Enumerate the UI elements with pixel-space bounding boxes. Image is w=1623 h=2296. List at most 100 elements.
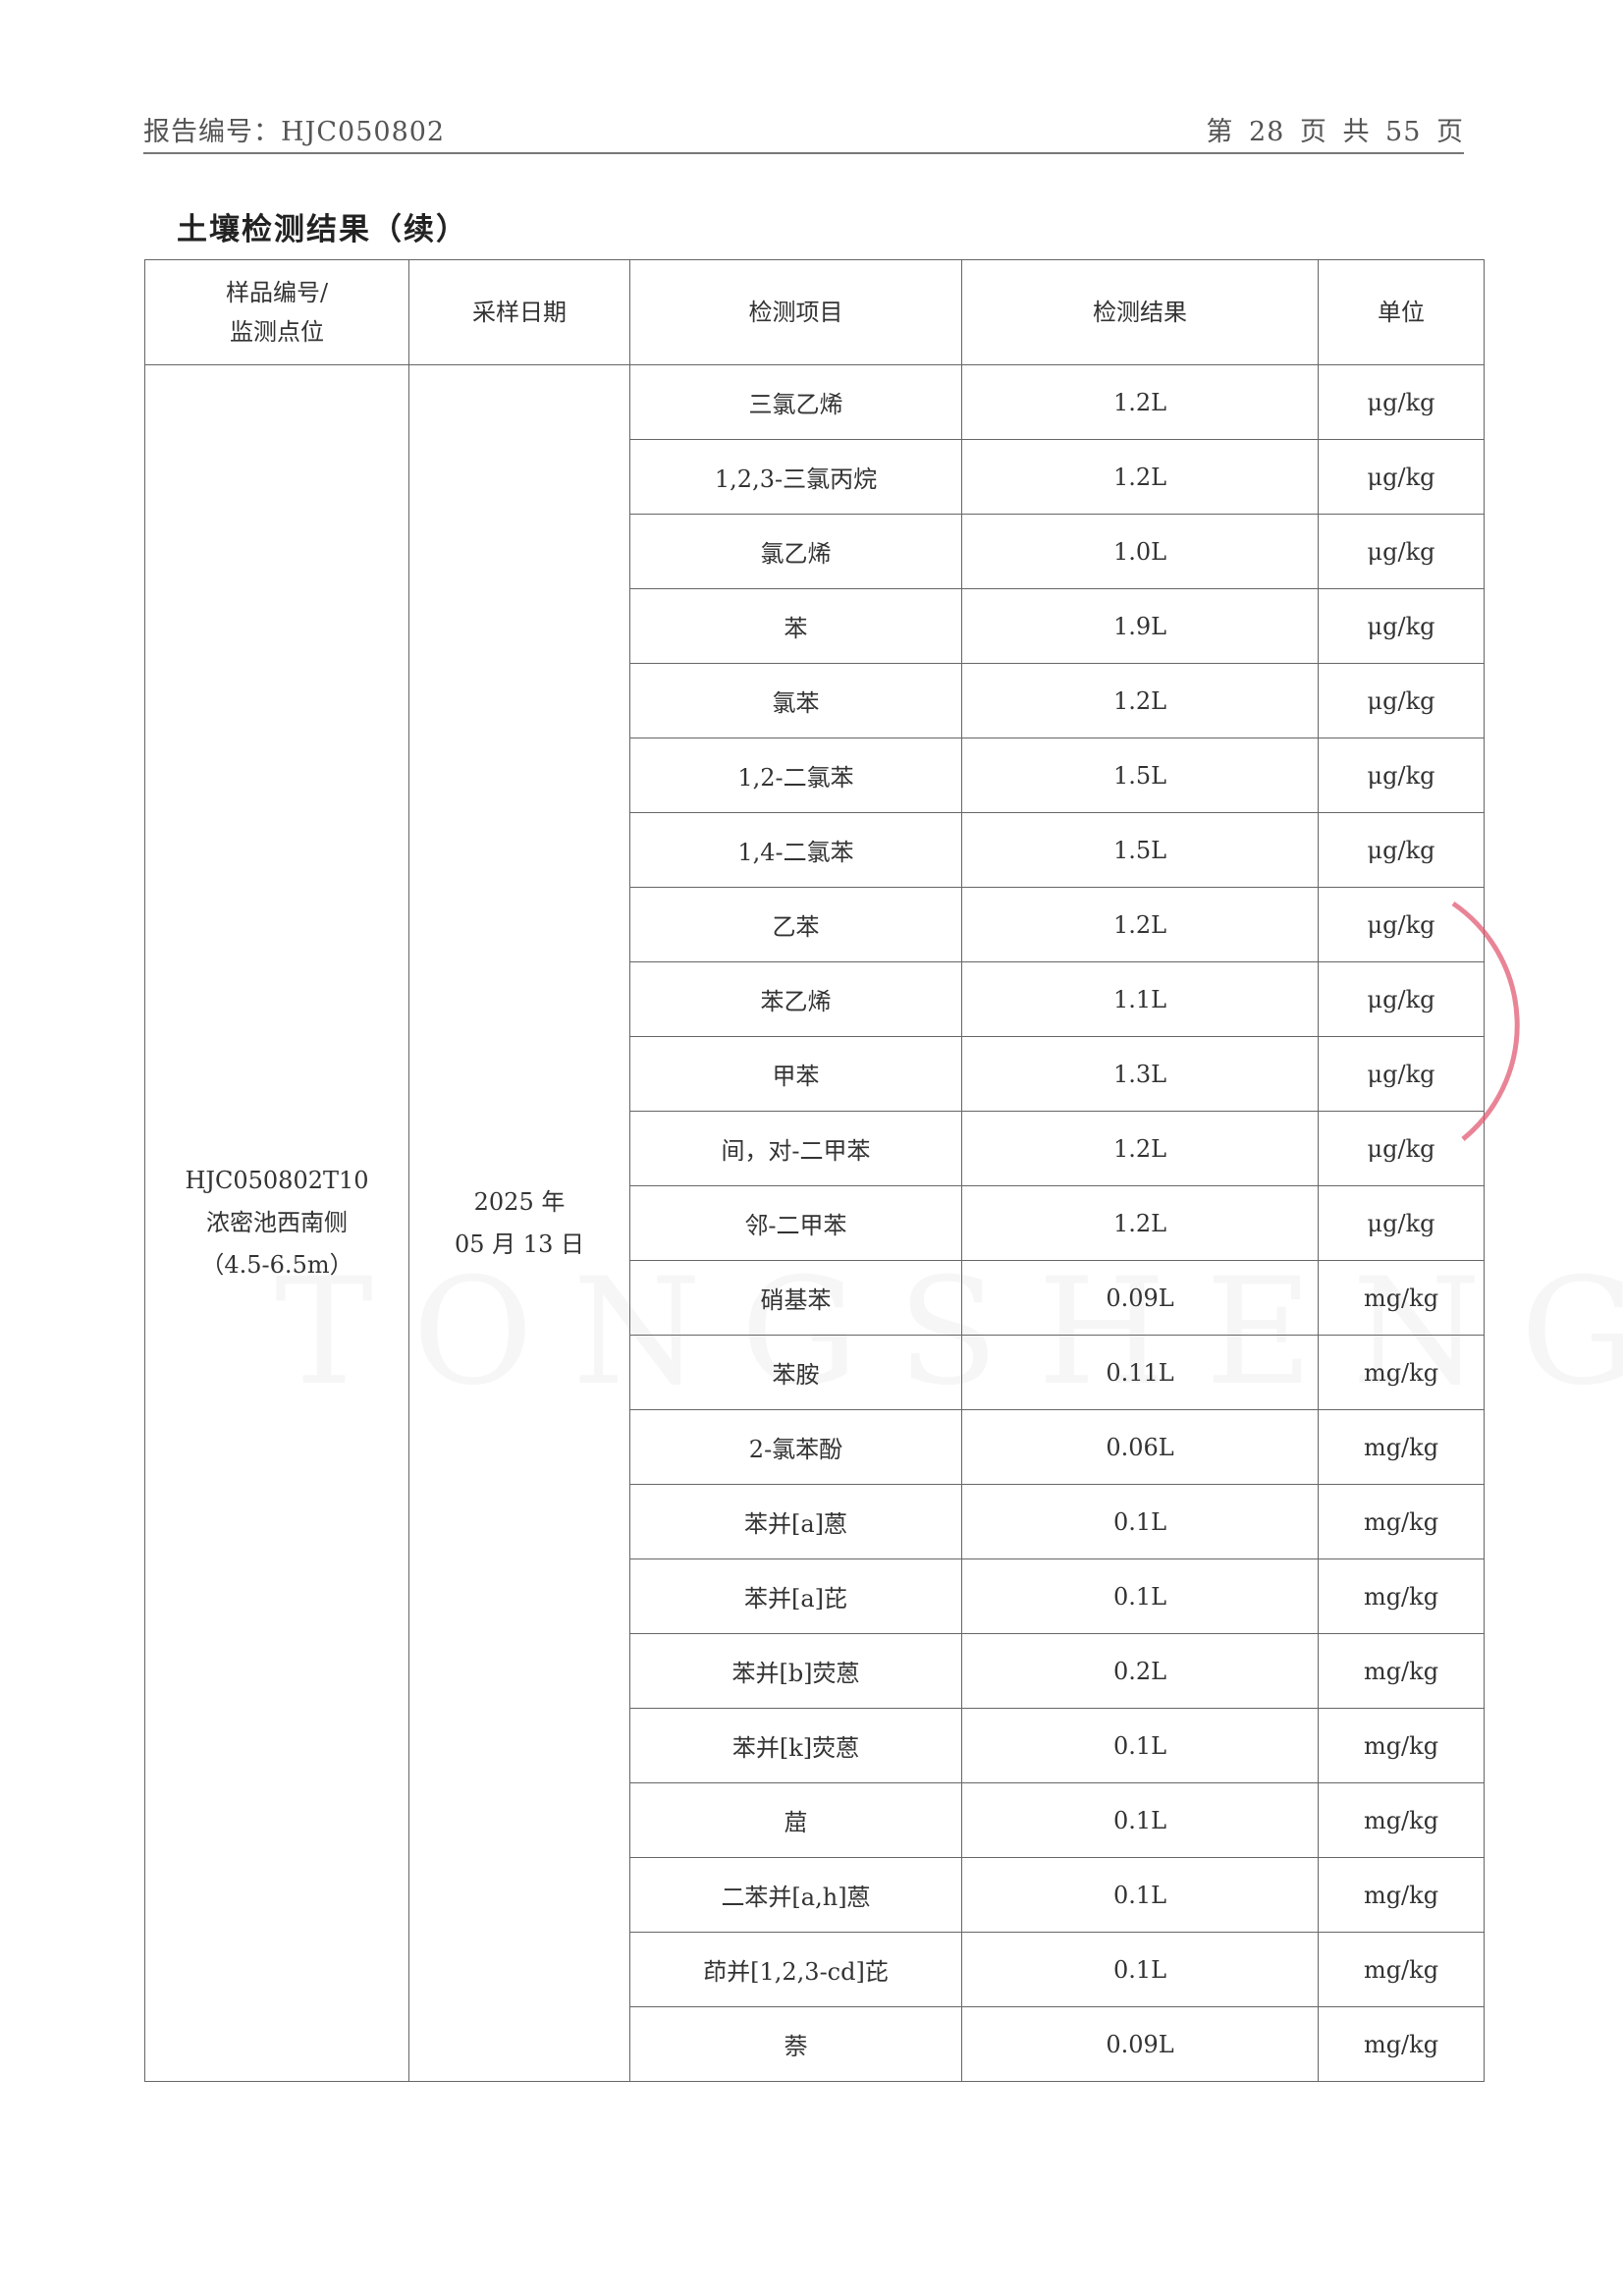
item-cell: 邻-二甲苯 [629, 1185, 962, 1261]
result-cell: 1.3L [961, 1036, 1319, 1112]
header-sample: 样品编号/ 监测点位 [144, 259, 409, 365]
item-cell: 氯乙烯 [629, 514, 962, 589]
result-cell: 1.2L [961, 364, 1319, 440]
unit-cell: mg/kg [1318, 1932, 1485, 2007]
result-cell: 0.1L [961, 1484, 1319, 1559]
sample-depth: （4.5-6.5m） [200, 1251, 353, 1279]
item-cell: 䓛 [629, 1782, 962, 1858]
sample-id: HJC050802T10 [185, 1167, 369, 1194]
item-cell: 苯并[b]荧蒽 [629, 1633, 962, 1709]
table-row: 二苯并[a,h]蒽 0.1L mg/kg [145, 1857, 1485, 1933]
item-cell: 氯苯 [629, 663, 962, 738]
item-cell: 间，对-二甲苯 [629, 1111, 962, 1186]
header-date: 采样日期 [408, 259, 630, 365]
table-header-row: 样品编号/ 监测点位 采样日期 检测项目 检测结果 单位 [144, 259, 1485, 365]
result-cell: 0.09L [961, 2006, 1319, 2082]
unit-cell: μg/kg [1318, 364, 1485, 440]
header-item: 检测项目 [629, 259, 962, 365]
result-cell: 1.5L [961, 812, 1319, 888]
table-row: 氯苯 1.2L μg/kg [145, 663, 1485, 738]
result-cell: 1.1L [961, 961, 1319, 1037]
item-cell: 2-氯苯酚 [629, 1409, 962, 1485]
result-cell: 1.0L [961, 514, 1319, 589]
item-cell: 1,2-二氯苯 [629, 738, 962, 813]
table-row: 苯并[a]蒽 0.1L mg/kg [145, 1484, 1485, 1559]
item-cell: 苯并[a]蒽 [629, 1484, 962, 1559]
table-row: 2-氯苯酚 0.06L mg/kg [145, 1409, 1485, 1485]
item-cell: 苯并[k]荧蒽 [629, 1708, 962, 1783]
unit-cell: μg/kg [1318, 439, 1485, 515]
unit-cell: μg/kg [1318, 738, 1485, 813]
item-cell: 苯乙烯 [629, 961, 962, 1037]
result-cell: 1.9L [961, 588, 1319, 664]
result-cell: 0.06L [961, 1409, 1319, 1485]
table-row: 1,4-二氯苯 1.5L μg/kg [145, 812, 1485, 888]
table-row: 甲苯 1.3L μg/kg [145, 1036, 1485, 1112]
result-cell: 0.09L [961, 1260, 1319, 1336]
result-cell: 1.2L [961, 887, 1319, 962]
item-cell: 硝基苯 [629, 1260, 962, 1336]
unit-cell: mg/kg [1318, 1782, 1485, 1858]
date-cell: 2025 年 05 月 13 日 [408, 364, 630, 2082]
unit-cell: mg/kg [1318, 1857, 1485, 1933]
result-cell: 0.1L [961, 1932, 1319, 2007]
results-table: 样品编号/ 监测点位 采样日期 检测项目 检测结果 单位 HJC050802T1… [144, 259, 1485, 2082]
unit-cell: μg/kg [1318, 663, 1485, 738]
unit-cell: mg/kg [1318, 1633, 1485, 1709]
unit-cell: μg/kg [1318, 514, 1485, 589]
sample-cell: HJC050802T10 浓密池西南侧 （4.5-6.5m） [144, 364, 409, 2082]
unit-cell: mg/kg [1318, 1558, 1485, 1634]
unit-cell: μg/kg [1318, 961, 1485, 1037]
item-cell: 1,2,3-三氯丙烷 [629, 439, 962, 515]
table-row: 苯并[k]荧蒽 0.1L mg/kg [145, 1708, 1485, 1783]
unit-cell: mg/kg [1318, 1260, 1485, 1336]
result-cell: 1.2L [961, 1185, 1319, 1261]
table-row: 苯胺 0.11L mg/kg [145, 1335, 1485, 1410]
item-cell: 苯并[a]芘 [629, 1558, 962, 1634]
item-cell: 三氯乙烯 [629, 364, 962, 440]
header-unit: 单位 [1318, 259, 1485, 365]
report-number: 报告编号：HJC050802 [143, 117, 446, 147]
unit-cell: mg/kg [1318, 1708, 1485, 1783]
result-cell: 0.1L [961, 1708, 1319, 1783]
unit-cell: μg/kg [1318, 887, 1485, 962]
header-result: 检测结果 [961, 259, 1319, 365]
result-cell: 1.2L [961, 1111, 1319, 1186]
date-year: 2025 年 [473, 1187, 566, 1216]
unit-cell: μg/kg [1318, 588, 1485, 664]
section-title: 土壤检测结果（续） [177, 212, 468, 247]
item-cell: 苯胺 [629, 1335, 962, 1410]
result-cell: 0.1L [961, 1857, 1319, 1933]
table-row: 乙苯 1.2L μg/kg [145, 887, 1485, 962]
table-row: 硝基苯 0.09L mg/kg [145, 1260, 1485, 1336]
item-cell: 乙苯 [629, 887, 962, 962]
unit-cell: mg/kg [1318, 2006, 1485, 2082]
sample-location: 浓密池西南侧 [206, 1209, 348, 1236]
result-cell: 1.5L [961, 738, 1319, 813]
unit-cell: mg/kg [1318, 1484, 1485, 1559]
table-row: 萘 0.09L mg/kg [145, 2006, 1485, 2082]
table-row: 邻-二甲苯 1.2L μg/kg [145, 1185, 1485, 1261]
result-cell: 0.11L [961, 1335, 1319, 1410]
table-row: 1,2,3-三氯丙烷 1.2L μg/kg [145, 439, 1485, 515]
table-row: 茚并[1,2,3-cd]芘 0.1L mg/kg [145, 1932, 1485, 2007]
table-row: 1,2-二氯苯 1.5L μg/kg [145, 738, 1485, 813]
unit-cell: μg/kg [1318, 1185, 1485, 1261]
unit-cell: mg/kg [1318, 1409, 1485, 1485]
result-cell: 1.2L [961, 663, 1319, 738]
item-cell: 茚并[1,2,3-cd]芘 [629, 1932, 962, 2007]
table-row: 苯乙烯 1.1L μg/kg [145, 961, 1485, 1037]
table-row: 䓛 0.1L mg/kg [145, 1782, 1485, 1858]
unit-cell: μg/kg [1318, 1036, 1485, 1112]
table-row: HJC050802T10 浓密池西南侧 （4.5-6.5m） 2025 年 05… [144, 364, 1485, 2082]
unit-cell: μg/kg [1318, 812, 1485, 888]
page-info: 第 28 页 共 55 页 [1206, 117, 1464, 147]
unit-cell: μg/kg [1318, 1111, 1485, 1186]
result-cell: 1.2L [961, 439, 1319, 515]
table-row: 苯并[a]芘 0.1L mg/kg [145, 1558, 1485, 1634]
result-cell: 0.2L [961, 1633, 1319, 1709]
item-cell: 甲苯 [629, 1036, 962, 1112]
item-cell: 二苯并[a,h]蒽 [629, 1857, 962, 1933]
unit-cell: mg/kg [1318, 1335, 1485, 1410]
